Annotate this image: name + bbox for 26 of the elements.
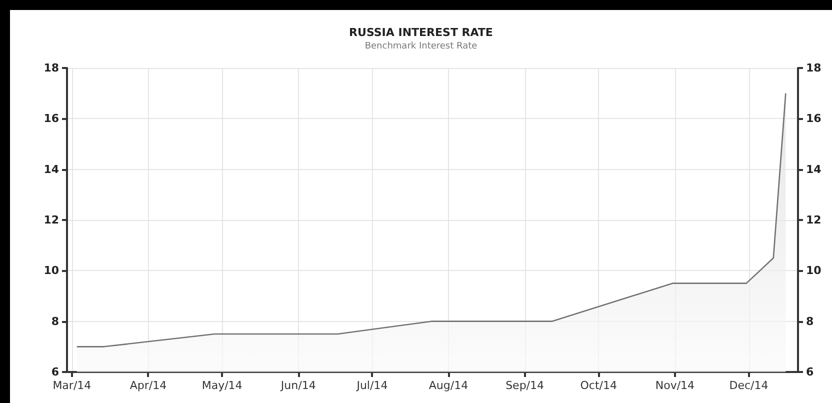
y-tick-label: 10 bbox=[44, 264, 60, 278]
y-tick-label: 16 bbox=[44, 112, 60, 126]
chart-subtitle: Benchmark Interest Rate bbox=[364, 42, 478, 52]
y-tick-label: 6 bbox=[51, 366, 60, 378]
y-tick-label: 12 bbox=[44, 214, 59, 226]
x-tick-label: Dec/14 bbox=[729, 379, 768, 392]
y-tick-label: 18 bbox=[44, 62, 59, 74]
x-tick-label: Aug/14 bbox=[428, 379, 468, 392]
y2-tick-label: 8 bbox=[806, 314, 814, 328]
x-tick-label: Apr/14 bbox=[130, 379, 167, 392]
x-tick-label: Jun/14 bbox=[280, 379, 316, 392]
x-tick-label: Oct/14 bbox=[580, 379, 618, 392]
y-tick-label: 8 bbox=[51, 314, 59, 328]
x-tick-label: Nov/14 bbox=[655, 379, 695, 392]
x-tick-label: Jul/14 bbox=[356, 379, 388, 392]
y2-tick-label: 18 bbox=[806, 62, 822, 74]
y2-tick-label: 6 bbox=[806, 366, 814, 378]
x-tick-label: May/14 bbox=[202, 379, 242, 392]
y2-tick-label: 14 bbox=[806, 162, 822, 176]
y2-tick-label: 16 bbox=[806, 112, 822, 126]
chart-title: RUSSIA INTEREST RATE bbox=[349, 26, 493, 39]
y-tick-label: 14 bbox=[44, 162, 60, 176]
y2-tick-label: 12 bbox=[806, 214, 822, 226]
y2-tick-label: 10 bbox=[806, 264, 822, 278]
x-tick-label: Sep/14 bbox=[506, 379, 544, 392]
x-tick-label: Mar/14 bbox=[52, 379, 92, 392]
